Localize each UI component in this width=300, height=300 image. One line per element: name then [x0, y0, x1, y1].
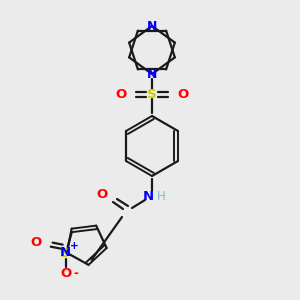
Text: O: O — [116, 88, 127, 100]
Text: N: N — [142, 190, 154, 202]
Text: N: N — [60, 246, 71, 259]
Text: -: - — [73, 267, 78, 280]
Text: S: S — [147, 88, 157, 100]
Text: +: + — [70, 241, 79, 250]
Text: O: O — [60, 267, 71, 280]
Text: O: O — [96, 188, 108, 200]
Text: S: S — [60, 248, 70, 260]
Text: N: N — [147, 68, 157, 80]
Text: H: H — [157, 190, 165, 203]
Text: O: O — [30, 236, 41, 249]
Text: O: O — [177, 88, 189, 100]
Text: N: N — [147, 20, 157, 32]
